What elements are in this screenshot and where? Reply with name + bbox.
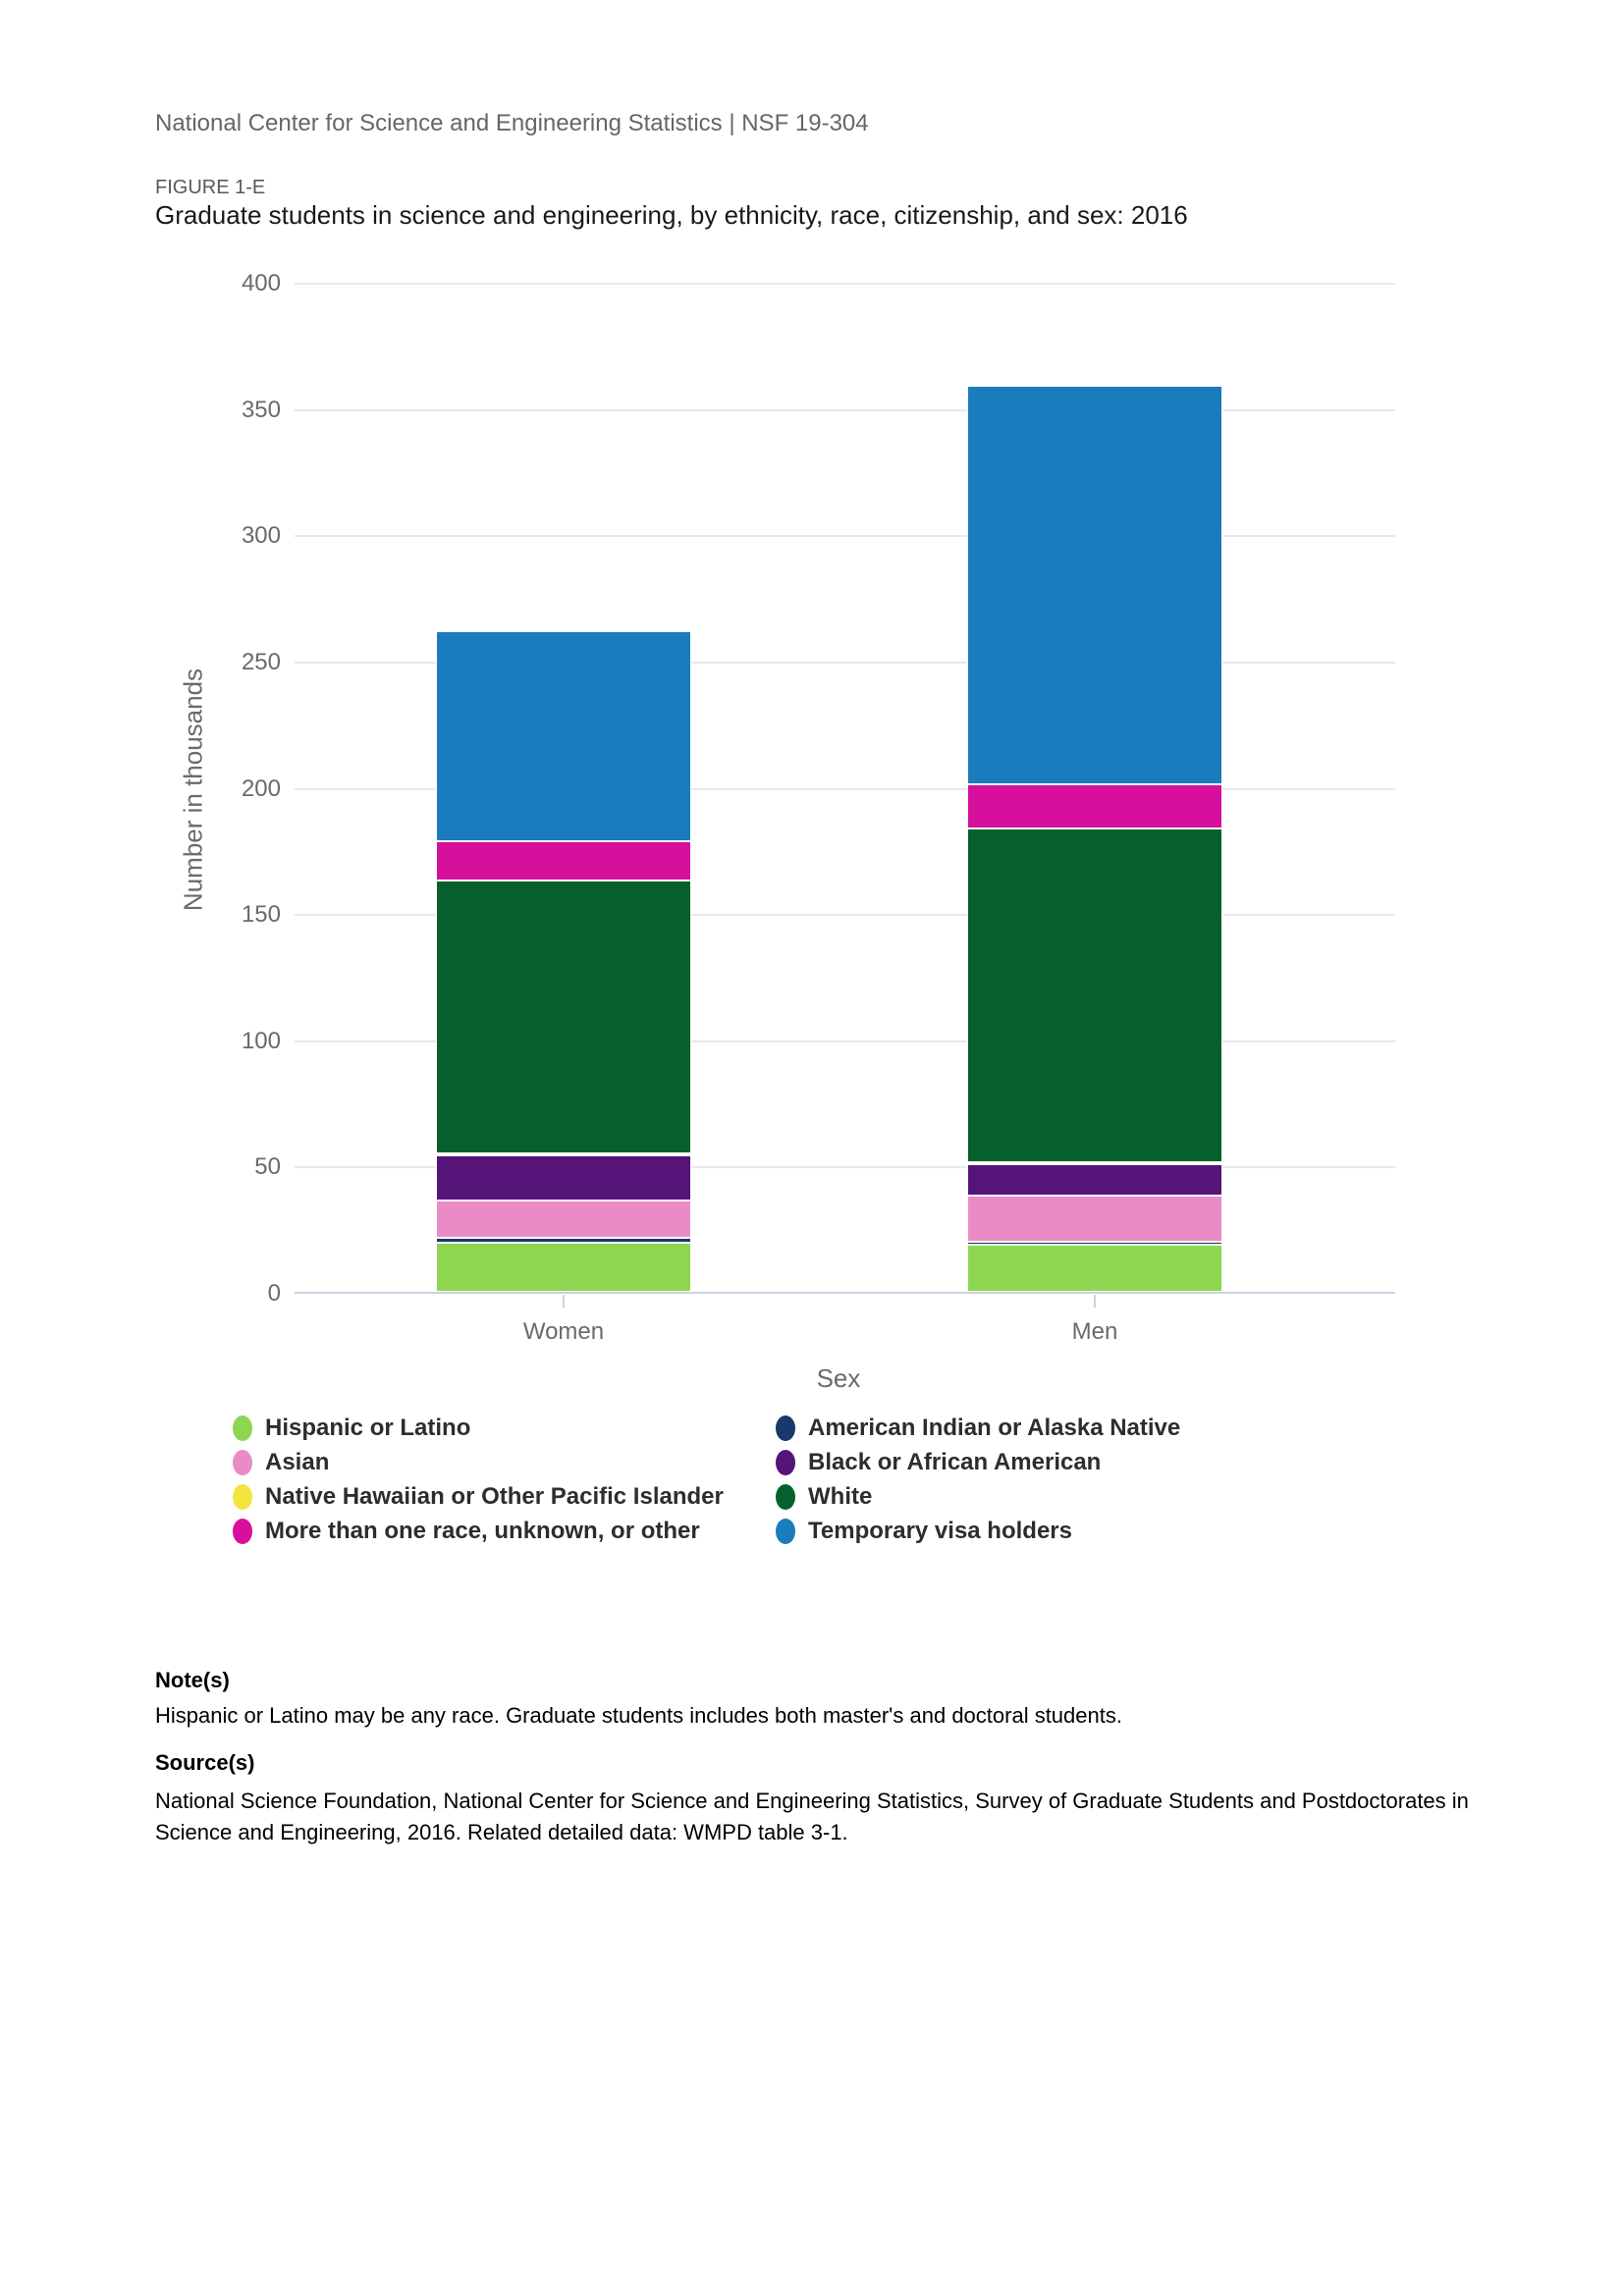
legend-marker-black-or-african-american xyxy=(776,1450,795,1475)
bar-men-segment-white[interactable] xyxy=(967,828,1222,1162)
bar-men-segment-asian[interactable] xyxy=(967,1195,1222,1243)
legend-item-asian[interactable]: Asian xyxy=(233,1449,776,1475)
gridline-350 xyxy=(295,408,1395,411)
bar-women-segment-hispanic-or-latino[interactable] xyxy=(436,1242,691,1292)
bar-women-segment-white[interactable] xyxy=(436,880,691,1153)
y-tick-label-0: 0 xyxy=(267,1280,281,1307)
bar-women-segment-native-hawaiian-or-other-pacific-islander[interactable] xyxy=(436,1152,691,1155)
legend: Hispanic or Latino American Indian or Ala… xyxy=(233,1415,1180,1544)
legend-item-american-indian-or-alaska-native[interactable]: American Indian or Alaska Native xyxy=(776,1415,1180,1441)
bar-men-segment-black-or-african-american[interactable] xyxy=(967,1163,1222,1196)
legend-item-hispanic-or-latino[interactable]: Hispanic or Latino xyxy=(233,1415,776,1441)
note-label: Note(s) xyxy=(155,1668,230,1692)
legend-label-more-than-one-race-unknown-or-other: More than one race, unknown, or other xyxy=(265,1518,700,1544)
note-text: Hispanic or Latino may be any race. Grad… xyxy=(155,1703,1122,1728)
legend-marker-temporary-visa-holders xyxy=(776,1519,795,1544)
page-header: National Center for Science and Engineer… xyxy=(155,110,869,136)
legend-item-more-than-one-race-unknown-or-other[interactable]: More than one race, unknown, or other xyxy=(233,1518,776,1544)
gridline-200 xyxy=(295,787,1395,790)
bar-men-segment-more-than-one-race-unknown-or-other[interactable] xyxy=(967,784,1222,829)
legend-marker-asian xyxy=(233,1450,252,1475)
legend-label-black-or-african-american: Black or African American xyxy=(808,1449,1102,1475)
legend-item-temporary-visa-holders[interactable]: Temporary visa holders xyxy=(776,1518,1180,1544)
gridline-50 xyxy=(295,1166,1395,1169)
gridline-150 xyxy=(295,914,1395,917)
legend-label-hispanic-or-latino: Hispanic or Latino xyxy=(265,1415,471,1441)
y-tick-label-400: 400 xyxy=(241,270,281,296)
legend-item-white[interactable]: White xyxy=(776,1483,1180,1510)
bar-men-segment-native-hawaiian-or-other-pacific-islander[interactable] xyxy=(967,1161,1222,1164)
y-tick-label-300: 300 xyxy=(241,522,281,550)
gridline-250 xyxy=(295,661,1395,664)
legend-label-asian: Asian xyxy=(265,1449,330,1475)
bar-women-segment-temporary-visa-holders[interactable] xyxy=(436,631,691,841)
bar-men-segment-american-indian-or-alaska-native[interactable] xyxy=(967,1242,1222,1246)
gridline-300 xyxy=(295,535,1395,538)
bar-women xyxy=(436,631,691,1292)
plot-area xyxy=(295,283,1395,1294)
figure-label: FIGURE 1-E xyxy=(155,177,266,198)
bar-men-segment-hispanic-or-latino[interactable] xyxy=(967,1245,1222,1292)
bar-women-segment-black-or-african-american[interactable] xyxy=(436,1154,691,1201)
x-axis-title: Sex xyxy=(816,1363,861,1393)
figure-title: Graduate students in science and enginee… xyxy=(155,200,1188,230)
legend-label-temporary-visa-holders: Temporary visa holders xyxy=(808,1518,1072,1544)
x-tick-men xyxy=(1094,1295,1096,1308)
legend-marker-american-indian-or-alaska-native xyxy=(776,1415,795,1441)
bar-women-segment-asian[interactable] xyxy=(436,1200,691,1239)
legend-label-white: White xyxy=(808,1483,873,1510)
gridline-100 xyxy=(295,1040,1395,1042)
bar-men xyxy=(967,385,1222,1292)
legend-item-black-or-african-american[interactable]: Black or African American xyxy=(776,1449,1180,1475)
y-tick-label-150: 150 xyxy=(241,901,281,929)
bar-women-segment-more-than-one-race-unknown-or-other[interactable] xyxy=(436,840,691,881)
y-tick-label-250: 250 xyxy=(241,648,281,675)
legend-marker-more-than-one-race-unknown-or-other xyxy=(233,1519,252,1544)
legend-label-american-indian-or-alaska-native: American Indian or Alaska Native xyxy=(808,1415,1181,1441)
y-tick-label-350: 350 xyxy=(241,396,281,423)
legend-marker-hispanic-or-latino xyxy=(233,1415,252,1441)
bar-men-segment-temporary-visa-holders[interactable] xyxy=(967,385,1222,785)
legend-label-native-hawaiian-or-other-pacific-islander: Native Hawaiian or Other Pacific Islande… xyxy=(265,1483,724,1510)
x-tick-label-women: Women xyxy=(522,1318,605,1345)
x-tick-label-men: Men xyxy=(1071,1318,1118,1345)
legend-item-native-hawaiian-or-other-pacific-islander[interactable]: Native Hawaiian or Other Pacific Islande… xyxy=(233,1483,776,1510)
gridline-400 xyxy=(295,283,1395,285)
y-tick-label-200: 200 xyxy=(241,774,281,802)
y-tick-label-50: 50 xyxy=(254,1153,281,1181)
x-axis-line xyxy=(295,1292,1395,1294)
legend-marker-native-hawaiian-or-other-pacific-islander xyxy=(233,1484,252,1510)
x-tick-women xyxy=(563,1295,565,1308)
legend-marker-white xyxy=(776,1484,795,1510)
bar-women-segment-american-indian-or-alaska-native[interactable] xyxy=(436,1238,691,1243)
source-text: National Science Foundation, National Ce… xyxy=(155,1789,1469,1844)
source-label: Source(s) xyxy=(155,1750,255,1775)
y-tick-label-100: 100 xyxy=(241,1027,281,1054)
